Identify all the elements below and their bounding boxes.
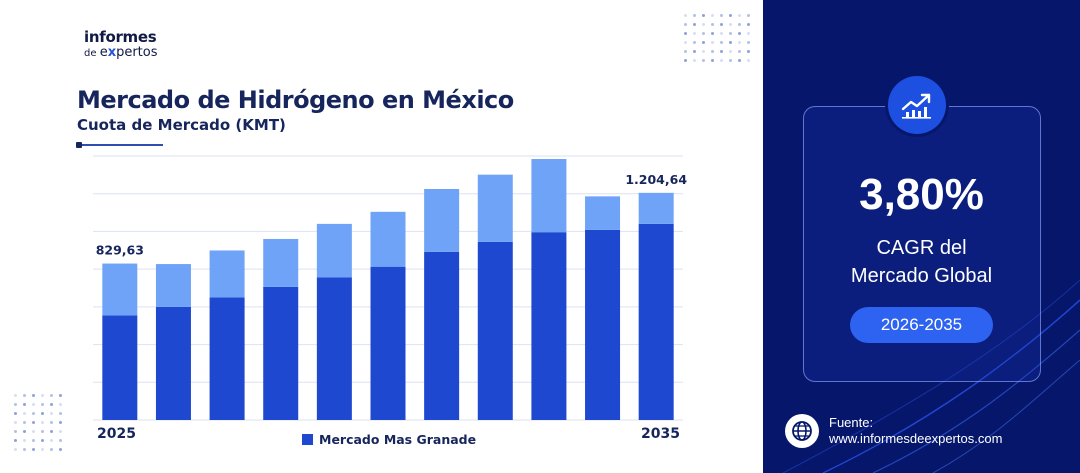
cagr-label: CAGR del Mercado Global [763,234,1080,290]
chart-panel: informes de expertos Mercado de Hidrógen… [14,14,750,451]
logo: informes de expertos [84,28,158,60]
x-tick-label-first: 2025 [97,426,136,442]
bar-segment-top-2026 [155,264,191,307]
chart-title: Mercado de Hidrógeno en México [77,86,514,114]
bar-segment-base-2033 [531,232,567,420]
globe-icon [785,414,819,448]
bar-segment-top-2025 [102,263,138,316]
source-url: www.informesdeexpertos.com [829,431,1003,446]
bar-segment-top-2030 [370,211,406,267]
bar-segment-base-2032 [477,241,513,420]
bar-segment-base-2035 [638,223,674,420]
title-underline [76,142,163,148]
chart-subtitle: Cuota de Mercado (KMT) [77,116,286,134]
bar-segment-top-2034 [585,196,621,230]
decorative-waves [782,279,1080,473]
bar-segment-base-2025 [102,315,138,420]
bar-segment-base-2030 [370,266,406,420]
bar-segment-top-2031 [424,189,460,252]
trend-up-chart-icon [888,76,946,134]
bar-segment-base-2031 [424,251,460,420]
period-badge: 2026-2035 [850,307,993,343]
bar-segment-base-2028 [263,286,299,420]
bar-segment-top-2029 [316,223,352,278]
bar-segment-top-2027 [209,250,245,298]
bar-segment-base-2026 [155,306,191,420]
logo-line2: de expertos [84,45,158,60]
bar-segment-top-2033 [531,159,567,233]
x-tick-label-last: 2035 [641,426,680,442]
logo-line1: informes [84,28,157,46]
cagr-panel: 3,80% CAGR del Mercado Global 2026-2035 … [763,0,1080,473]
bar-segment-base-2029 [316,277,352,420]
data-label-last: 1.204,64 [625,172,687,187]
source-label: Fuente: [829,415,874,430]
cagr-percent: 3,80% [859,170,984,219]
stacked-bar-chart: 829,63 1.204,64 [93,155,687,421]
legend-swatch [302,434,313,445]
bar-segment-top-2032 [477,174,513,242]
legend: Mercado Mas Granade [302,432,476,447]
cagr-label-line2: Mercado Global [850,265,993,287]
source-text: Fuente: www.informesdeexpertos.com [829,415,1002,447]
bar-segment-base-2034 [585,229,621,420]
data-label-first: 829,63 [96,243,144,258]
source: Fuente: www.informesdeexpertos.com [785,414,1002,448]
legend-label: Mercado Mas Granade [319,432,477,447]
bar-segment-top-2035 [638,192,674,224]
cagr-label-line1: CAGR del [876,237,967,259]
bar-segment-base-2027 [209,297,245,420]
bar-segment-top-2028 [263,238,299,287]
